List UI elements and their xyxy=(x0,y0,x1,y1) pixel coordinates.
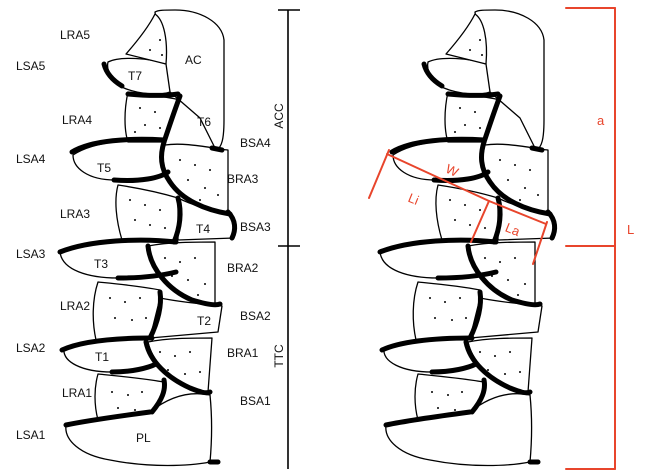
width-line xyxy=(386,153,490,202)
li-tick-bottom xyxy=(470,200,490,243)
label-t6: T6 xyxy=(197,115,211,129)
label-lra5: LRA5 xyxy=(60,28,90,42)
li-tick-top xyxy=(368,149,390,199)
label-lra3: LRA3 xyxy=(60,207,90,221)
la-line xyxy=(488,200,547,225)
label-pl: PL xyxy=(136,431,151,445)
label-t4: T4 xyxy=(196,222,210,236)
label-t2: T2 xyxy=(197,314,211,328)
label-lra2: LRA2 xyxy=(60,299,90,313)
measured-antenna xyxy=(380,10,555,466)
region-scale-bar xyxy=(278,9,300,469)
label-acc: ACC xyxy=(272,103,286,129)
label-bsa1: BSA1 xyxy=(240,394,271,408)
label-lsa5: LSA5 xyxy=(16,59,46,73)
label-l: L xyxy=(627,222,634,237)
label-bsa4: BSA4 xyxy=(240,136,271,150)
label-t7: T7 xyxy=(128,69,142,83)
label-lsa2: LSA2 xyxy=(16,341,46,355)
label-lra1: LRA1 xyxy=(62,386,92,400)
la-tick xyxy=(532,221,548,265)
label-lsa1: LSA1 xyxy=(16,428,46,442)
label-bsa3: BSA3 xyxy=(240,220,271,234)
label-lsa4: LSA4 xyxy=(16,152,46,166)
label-t1: T1 xyxy=(95,350,109,364)
label-bsa2: BSA2 xyxy=(240,309,271,323)
label-bra3: BRA3 xyxy=(227,172,259,186)
label-t3: T3 xyxy=(94,257,108,271)
label-a: a xyxy=(597,113,605,128)
label-la: La xyxy=(503,220,523,240)
label-bra2: BRA2 xyxy=(227,261,259,275)
label-ac: AC xyxy=(185,53,202,67)
label-lra4: LRA4 xyxy=(62,113,92,127)
measurement-lines xyxy=(368,7,616,470)
label-t5: T5 xyxy=(97,161,111,175)
label-bra1: BRA1 xyxy=(227,346,259,360)
label-li: Li xyxy=(406,190,421,208)
label-lsa3: LSA3 xyxy=(16,247,46,261)
label-ttc: TTC xyxy=(272,344,286,368)
